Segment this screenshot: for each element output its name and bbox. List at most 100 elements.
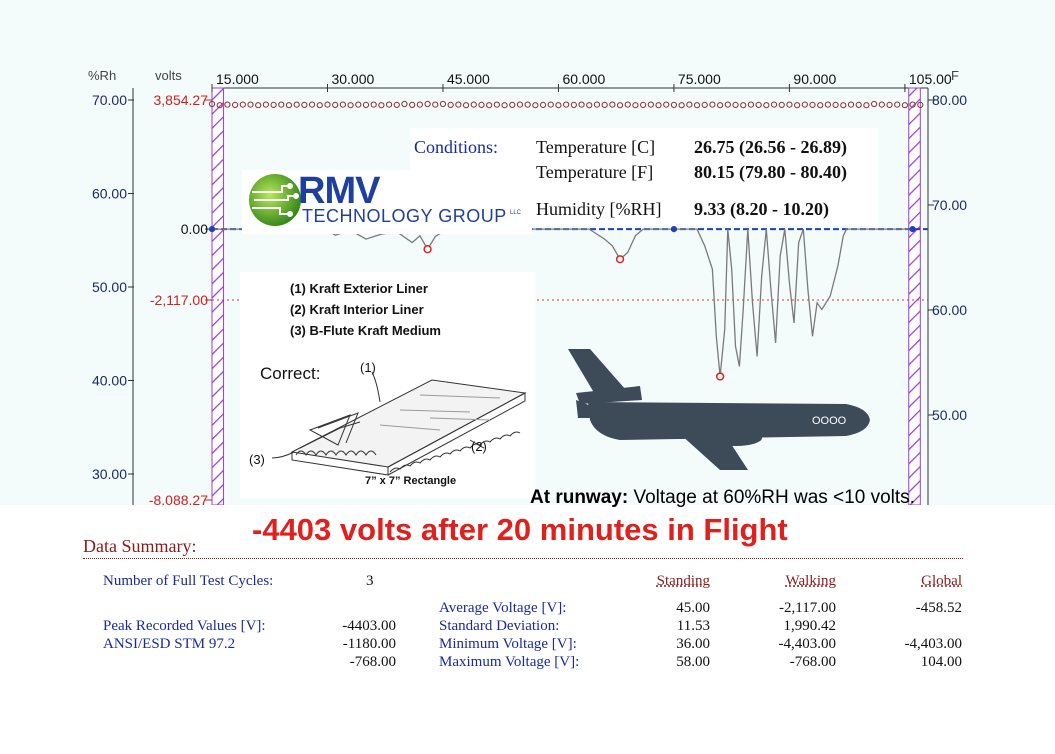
min-marker <box>715 372 725 381</box>
temperature-point <box>824 101 832 108</box>
rh-tick-label: 70.00 <box>92 92 127 108</box>
x-tick-label: 45.000 <box>447 71 490 87</box>
inset-legend-item: (3) B-Flute Kraft Medium <box>290 323 441 338</box>
shaded-region <box>211 87 225 506</box>
stat-label: Minimum Voltage [V]: <box>439 636 577 652</box>
temperature-point <box>894 101 901 108</box>
stat-value: -768.00 <box>789 654 836 670</box>
axis-label-f: F <box>951 68 959 83</box>
inset-legend-item: (2) Kraft Interior Liner <box>290 302 424 317</box>
temperature-point <box>678 102 685 109</box>
temperature-point <box>432 101 439 108</box>
temperature-point <box>809 101 816 109</box>
temperature-point <box>239 101 246 108</box>
condition-value: 26.75 (26.56 - 26.89) <box>694 137 847 158</box>
temperature-point <box>308 101 316 108</box>
temperature-point <box>347 102 354 109</box>
temperature-point <box>686 101 693 108</box>
axis-label-rh: %Rh <box>88 68 116 83</box>
temperature-point <box>624 101 631 108</box>
min-marker <box>423 245 432 254</box>
temperature-point <box>501 102 508 109</box>
temperature-point <box>632 102 639 109</box>
temperature-point <box>216 102 223 109</box>
temperature-point <box>447 101 454 109</box>
temperature-point <box>416 101 423 108</box>
temperature-point <box>563 101 570 108</box>
f-tick-label: 70.00 <box>932 197 967 213</box>
column-header-global: Global <box>921 573 962 589</box>
f-tick-label: 50.00 <box>932 407 967 423</box>
temperature-point <box>817 102 824 109</box>
temperature-point <box>509 101 516 109</box>
stat-value: -2,117.00 <box>779 600 836 616</box>
x-tick-label: 60.000 <box>562 71 605 87</box>
min-marker <box>615 255 625 264</box>
temperature-point <box>486 102 493 109</box>
temperature-point <box>794 102 801 109</box>
temperature-point <box>231 101 239 109</box>
rh-tick-label: 30.00 <box>92 466 127 482</box>
extra-value: -768.00 <box>349 654 396 670</box>
cardboard-drawing <box>271 371 527 476</box>
stat-label: Maximum Voltage [V]: <box>439 654 580 670</box>
shaded-region <box>908 87 921 506</box>
inset-correct-label: Correct: <box>260 364 320 383</box>
stat-value: 1,990.42 <box>783 618 837 634</box>
temperature-point <box>763 102 770 109</box>
temperature-point <box>370 101 377 108</box>
logo-suffix: LLC <box>510 210 522 216</box>
rh-tick-label: 40.00 <box>92 373 127 389</box>
chart-area: %Rh volts F 15.000 30.000 45.000 60.000 75.000 9… <box>0 0 1055 508</box>
temperature-point <box>663 101 670 108</box>
ansi-value: -1180.00 <box>342 636 396 652</box>
temperature-point <box>355 101 362 108</box>
temperature-point <box>840 102 847 109</box>
stat-value: 58.00 <box>676 654 710 670</box>
condition-value: 9.33 (8.20 - 10.20) <box>694 199 829 220</box>
headline: -4403 volts after 20 minutes in Flight <box>252 512 788 547</box>
temperature-point <box>901 102 909 109</box>
temperature-point <box>909 101 916 108</box>
temperature-point <box>362 101 370 109</box>
temperature-point <box>401 100 408 108</box>
x-tick-label: 15.000 <box>216 71 259 87</box>
runway-bold: At runway: <box>530 487 629 508</box>
stat-value: 104.00 <box>920 654 962 670</box>
temperature-point <box>593 101 601 108</box>
column-header-walking: Walking <box>785 573 836 589</box>
temperature-point <box>670 101 678 109</box>
temperature-point <box>493 101 500 108</box>
temperature-point <box>478 101 485 109</box>
axis-labels: %Rh volts F 15.000 30.000 45.000 60.000 75.000 9… <box>88 68 967 508</box>
temperature-point <box>378 102 385 109</box>
inset-callout: (3) <box>249 452 265 467</box>
temperature-point <box>863 102 870 109</box>
inset-legend-item: (1) Kraft Exterior Liner <box>290 281 428 296</box>
logo-subtitle: TECHNOLOGY GROUP <box>302 206 507 226</box>
temperature-point <box>586 102 593 109</box>
temperature-point <box>332 101 339 109</box>
temperature-point <box>439 100 447 108</box>
temperature-point <box>424 100 431 108</box>
temperature-point <box>339 101 346 108</box>
temperature-point <box>886 101 893 109</box>
temperature-point <box>709 101 716 108</box>
temperature-point <box>524 101 531 108</box>
stat-value: -4,403.00 <box>778 636 837 652</box>
rh-tick-label: 50.00 <box>92 279 127 295</box>
temperature-point <box>316 102 323 109</box>
airplane-icon <box>568 349 870 470</box>
temperature-point <box>640 101 647 109</box>
temperature-point <box>208 100 216 108</box>
temperature-point <box>717 102 724 109</box>
f-tick-label: 60.00 <box>932 302 967 318</box>
temperature-point <box>871 100 878 108</box>
baseline-marker <box>909 225 916 233</box>
runway-text: Voltage at 60%RH was <10 volts. <box>628 487 915 508</box>
temperature-point <box>609 101 616 108</box>
temperature-point <box>262 101 269 108</box>
f-tick-label: 80.00 <box>932 92 967 108</box>
temperature-point <box>601 101 608 109</box>
temperature-point <box>647 101 654 108</box>
